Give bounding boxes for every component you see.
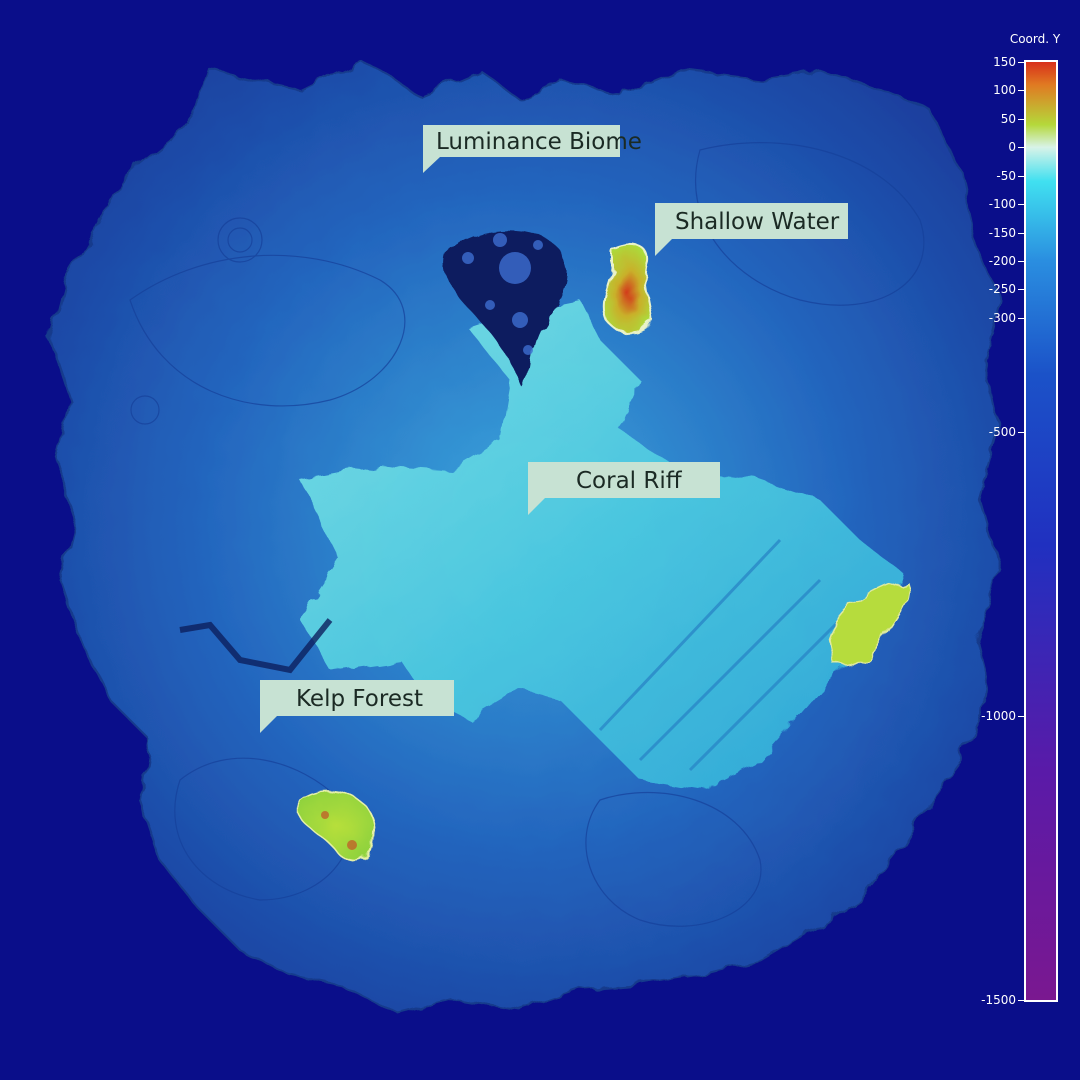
depth-colorbar bbox=[1024, 60, 1058, 1002]
colorbar-tick-mark bbox=[1018, 147, 1024, 149]
colorbar-tick-label: -250 bbox=[988, 282, 1016, 297]
colorbar-tick-mark bbox=[1018, 62, 1024, 63]
colorbar-tick-label: 150 bbox=[993, 55, 1016, 69]
terrain-east-plateau bbox=[829, 579, 908, 667]
legend-title: Coord. Y bbox=[1009, 32, 1061, 46]
colorbar-tick-label: -300 bbox=[988, 310, 1016, 325]
colorbar-tick-mark bbox=[1018, 260, 1024, 262]
colorbar-tick-mark bbox=[1018, 715, 1024, 717]
contour-lines bbox=[129, 142, 925, 927]
colorbar-tick-mark bbox=[1018, 175, 1024, 177]
kelp-peaks bbox=[321, 811, 357, 850]
colorbar-tick-mark bbox=[1018, 431, 1024, 433]
colorbar-tick-mark bbox=[1018, 204, 1024, 206]
terrain-shallow-water-peak bbox=[602, 243, 654, 334]
terrain-shallow-plateau bbox=[300, 300, 900, 790]
colorbar-tick-mark bbox=[1018, 232, 1024, 234]
colorbar-tick-mark bbox=[1018, 118, 1024, 120]
colorbar-tick-mark bbox=[1018, 90, 1024, 92]
colorbar-tick-mark bbox=[1018, 289, 1024, 291]
ridge-lines bbox=[598, 538, 852, 772]
terrain-luminance-pit bbox=[446, 231, 567, 390]
colorbar-tick-label: -50 bbox=[996, 168, 1016, 183]
colorbar-tick-label: -500 bbox=[988, 424, 1016, 439]
colorbar-tick-label: -1500 bbox=[981, 993, 1016, 1007]
colorbar-tick-label: -200 bbox=[988, 253, 1016, 268]
colorbar-tick-label: -100 bbox=[988, 197, 1016, 212]
colorbar-tick-label: 0 bbox=[1008, 140, 1016, 155]
colorbar-tick-mark bbox=[1018, 317, 1024, 319]
luminance-crystals bbox=[462, 233, 543, 355]
colorbar-tick-label: -1000 bbox=[981, 708, 1016, 723]
colorbar-tick-label: 100 bbox=[993, 83, 1016, 98]
colorbar-tick-label: 50 bbox=[1000, 111, 1016, 126]
colorbar-tick-mark bbox=[1018, 1000, 1024, 1001]
colorbar-tick-label: -150 bbox=[988, 225, 1016, 240]
terrain-trench bbox=[179, 618, 333, 674]
